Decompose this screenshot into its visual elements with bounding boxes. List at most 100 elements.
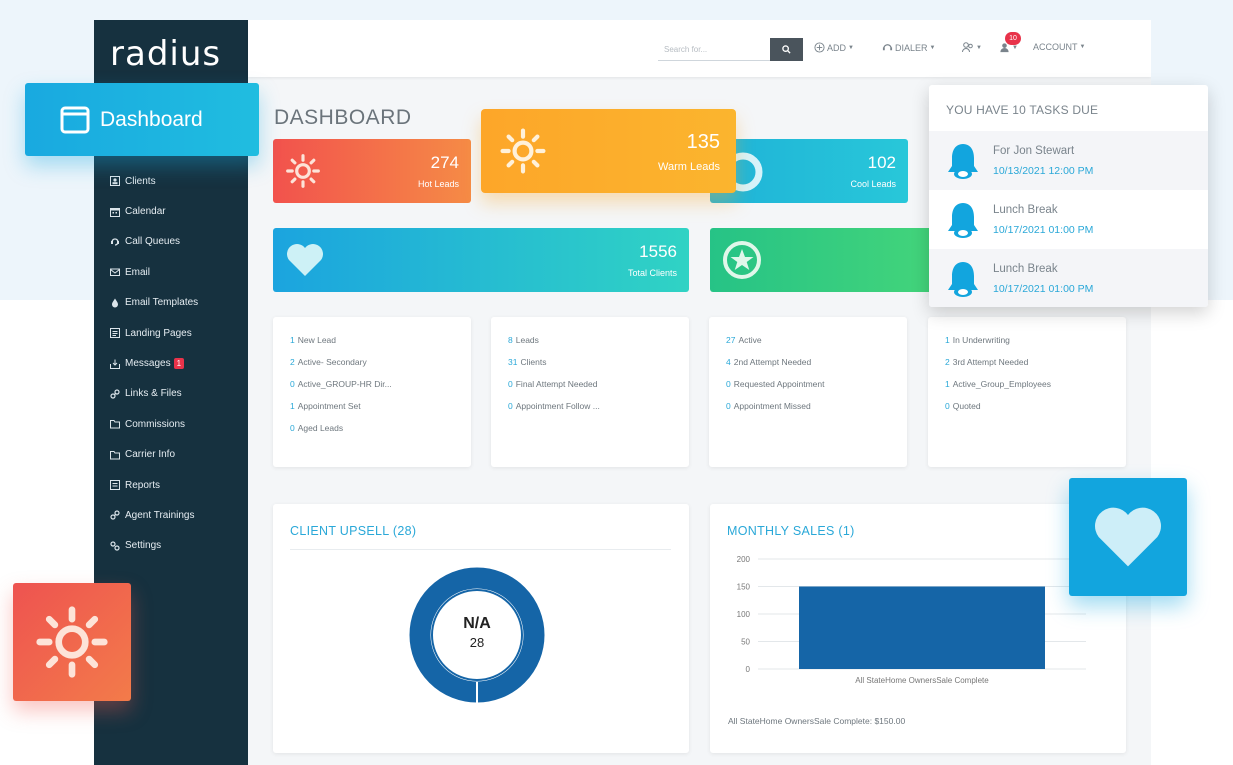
hot-leads-label: Hot Leads — [417, 179, 459, 189]
chevron-down-icon: ▼ — [976, 44, 982, 51]
status-card-1: 1 New Lead 2 Active- Secondary 0 Active_GRO… — [273, 317, 471, 467]
drop-icon — [109, 297, 121, 309]
task-item[interactable]: For Jon Stewart 10/13/2021 12:00 PM — [929, 131, 1208, 190]
count: 1 — [290, 335, 295, 345]
sidebar-item-agent-trainings[interactable]: Agent Trainings — [94, 500, 248, 530]
count: 0 — [945, 401, 950, 411]
search-input[interactable] — [658, 38, 770, 61]
count: 0 — [508, 379, 513, 389]
sidebar-item-landing-pages[interactable]: Landing Pages — [94, 318, 248, 348]
list-item[interactable]: 31 Clients — [508, 357, 689, 379]
heart-icon — [287, 244, 323, 276]
sidebar-item-clients[interactable]: Clients — [94, 166, 248, 196]
status-label: Active_Group_Employees — [952, 379, 1052, 389]
sidebar-item-label: Settings — [125, 540, 162, 552]
user-alert-icon — [1000, 43, 1009, 53]
star-tile[interactable] — [710, 228, 940, 292]
users-icon — [962, 42, 973, 53]
sidebar-item-calendar[interactable]: Calendar — [94, 196, 248, 226]
status-label: Appointment Missed — [733, 401, 811, 411]
sidebar-item-label: Email — [125, 266, 151, 278]
task-title: For Jon Stewart — [993, 144, 1075, 157]
sidebar-item-email-templates[interactable]: Email Templates — [94, 288, 248, 318]
search-button[interactable] — [770, 38, 803, 61]
sun-icon — [500, 128, 546, 174]
bar[interactable] — [799, 586, 1045, 670]
cool-leads-label: Cool Leads — [850, 179, 896, 189]
sidebar-item-label: Messages — [125, 358, 171, 370]
sidebar-item-email[interactable]: Email — [94, 257, 248, 287]
sidebar-item-messages[interactable]: Messages 1 — [94, 348, 248, 378]
client-upsell-panel: CLIENT UPSELL (28) N/A 28 — [273, 504, 689, 753]
users-menu[interactable]: ▼ — [962, 42, 982, 53]
warm-leads-tile[interactable]: 135 Warm Leads — [481, 109, 736, 193]
total-clients-tile[interactable]: 1556 Total Clients — [273, 228, 689, 292]
status-label: Final Attempt Needed — [515, 379, 598, 389]
bell-icon — [948, 143, 978, 179]
count: 1 — [290, 401, 295, 411]
status-label: Quoted — [952, 401, 981, 411]
status-label: Appointment Set — [297, 401, 361, 411]
monthly-sales-footer: All StateHome OwnersSale Complete: $150.… — [728, 716, 906, 726]
sidebar-item-links-files[interactable]: Links & Files — [94, 379, 248, 409]
sidebar-item-call-queues[interactable]: Call Queues — [94, 227, 248, 257]
dialer-menu[interactable]: DIALER ▼ — [882, 42, 935, 53]
sidebar-item-label: Email Templates — [125, 297, 199, 309]
app-logo[interactable]: radius — [110, 34, 222, 74]
dialer-label: DIALER — [895, 42, 928, 53]
folder-icon — [109, 449, 121, 461]
list-item[interactable]: 2 3rd Attempt Needed — [945, 357, 1126, 379]
list-item[interactable]: 0 Quoted — [945, 401, 1126, 423]
status-card-2: 8 Leads 31 Clients 0 Final Attempt Needed 0… — [491, 317, 689, 467]
status-label: 2nd Attempt Needed — [733, 357, 812, 367]
notifications-menu[interactable]: ▼ — [999, 42, 1018, 53]
list-item[interactable]: 2 Active- Secondary — [290, 357, 471, 379]
hot-leads-count: 274 — [430, 153, 459, 172]
notification-badge: 10 — [1005, 32, 1021, 45]
list-item[interactable]: 27 Active — [726, 335, 907, 357]
add-menu[interactable]: ADD ▼ — [814, 42, 854, 53]
status-label: In Underwriting — [952, 335, 1010, 345]
count: 4 — [726, 357, 731, 367]
list-item[interactable]: 0 Appointment Missed — [726, 401, 907, 423]
sidebar-nav: Clients Calendar Call Queues Email Email… — [94, 166, 248, 561]
list-item[interactable]: 1 In Underwriting — [945, 335, 1126, 357]
cool-leads-tile[interactable]: 102 Cool Leads — [710, 139, 908, 203]
link-icon — [109, 388, 121, 400]
task-item[interactable]: Lunch Break 10/17/2021 01:00 PM — [929, 249, 1208, 307]
list-item[interactable]: 1 Active_Group_Employees — [945, 379, 1126, 401]
sidebar-item-label: Carrier Info — [125, 449, 176, 461]
status-label: New Lead — [297, 335, 337, 345]
y-tick-label: 0 — [746, 665, 751, 674]
warm-leads-label: Warm Leads — [658, 161, 720, 173]
status-label: Active — [738, 335, 762, 345]
list-item[interactable]: 0 Requested Appointment — [726, 379, 907, 401]
sidebar-item-commissions[interactable]: Commissions — [94, 409, 248, 439]
count: 1 — [945, 379, 950, 389]
list-item[interactable]: 1 New Lead — [290, 335, 471, 357]
task-date: 10/17/2021 01:00 PM — [993, 223, 1094, 236]
chevron-down-icon: ▼ — [1012, 44, 1018, 51]
status-label: Requested Appointment — [733, 379, 825, 389]
list-item[interactable]: 4 2nd Attempt Needed — [726, 357, 907, 379]
tasks-header: YOU HAVE 10 TASKS DUE — [946, 103, 1099, 117]
sun-tile — [13, 583, 131, 701]
task-item[interactable]: Lunch Break 10/17/2021 01:00 PM — [929, 190, 1208, 249]
messages-icon — [109, 358, 121, 370]
list-item[interactable]: 0 Active_GROUP-HR Dir... — [290, 379, 471, 401]
list-item[interactable]: 0 Appointment Follow ... — [508, 401, 689, 423]
count: 0 — [508, 401, 513, 411]
dashboard-label: Dashboard — [100, 107, 203, 131]
window-icon — [60, 106, 90, 133]
dashboard-floating-card[interactable]: Dashboard — [25, 83, 259, 156]
list-item[interactable]: 8 Leads — [508, 335, 689, 357]
account-menu[interactable]: ACCOUNT ▼ — [1033, 42, 1085, 52]
sidebar-item-reports[interactable]: Reports — [94, 470, 248, 500]
list-item[interactable]: 0 Final Attempt Needed — [508, 379, 689, 401]
sidebar-item-carrier-info[interactable]: Carrier Info — [94, 440, 248, 470]
list-item[interactable]: 0 Aged Leads — [290, 423, 471, 445]
list-item[interactable]: 1 Appointment Set — [290, 401, 471, 423]
hot-leads-tile[interactable]: 274 Hot Leads — [273, 139, 471, 203]
task-date: 10/13/2021 12:00 PM — [993, 164, 1094, 177]
sidebar-item-settings[interactable]: Settings — [94, 531, 248, 561]
